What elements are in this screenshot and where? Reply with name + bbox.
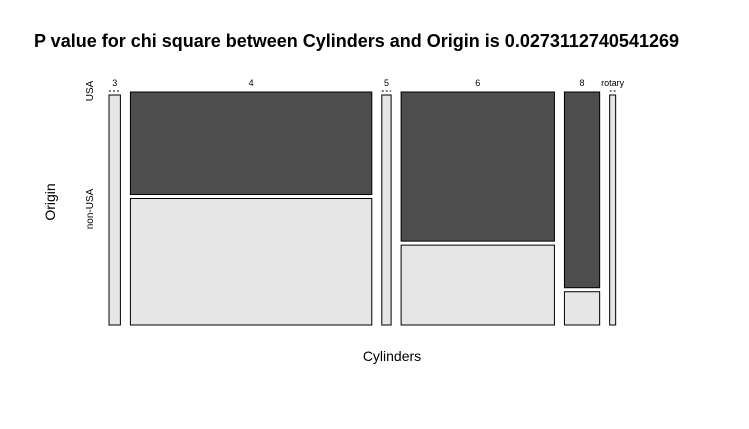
tile-4-usa [129,91,373,196]
y-level-label-usa: USA [85,80,96,101]
x-category-label-rotary: rotary [601,78,625,88]
tile-3-non-usa [108,94,121,326]
tile-rotary-non-usa [609,94,617,326]
chart-title: P value for chi square between Cylinders… [34,31,679,51]
y-axis-label: Origin [42,183,58,220]
x-category-label-4: 4 [249,78,254,88]
tile-6-non-usa [400,244,555,326]
mosaic-tiles [108,91,617,326]
tile-6-usa [400,91,555,242]
x-category-label-3: 3 [112,78,117,88]
y-level-label-non-usa: non-USA [85,188,96,229]
tile-5-non-usa [381,94,392,326]
x-axis-label: Cylinders [363,348,421,364]
y-level-labels: USA non-USA [85,80,96,229]
tile-4-non-usa [129,198,373,326]
tile-8-usa [563,91,601,289]
x-category-label-8: 8 [580,78,585,88]
x-category-labels: 3 4 5 6 8 rotary [112,78,624,88]
x-category-label-5: 5 [384,78,389,88]
tile-8-non-usa [563,291,601,326]
x-category-label-6: 6 [475,78,480,88]
